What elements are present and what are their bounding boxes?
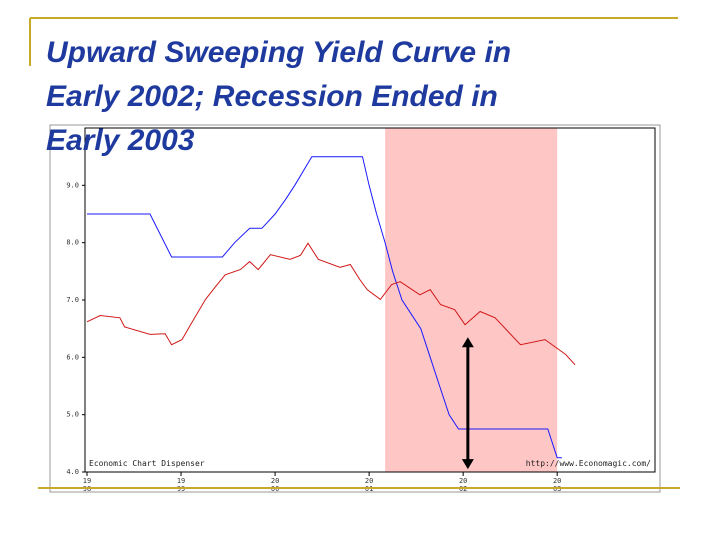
y-tick-label: 4.0	[66, 468, 79, 476]
y-tick-label: 9.0	[66, 181, 79, 189]
title-line: Early 2003	[46, 124, 195, 157]
x-tick-label: 2001	[365, 477, 373, 493]
plot: 4.0 5.0 6.0 7.0 8.0 9.0 1998 1999 2000 2001 2002 20…	[66, 127, 656, 493]
chart-frame	[49, 124, 661, 493]
arrow-head	[461, 337, 474, 348]
y-tick-label: 7.0	[66, 296, 79, 304]
recession-shade	[385, 128, 558, 472]
arrow-head	[461, 459, 474, 470]
y-tick-label: 5.0	[66, 411, 79, 419]
title-line: Early 2002; Recession Ended in	[46, 80, 498, 113]
x-tick-label: 1998	[83, 477, 91, 493]
x-tick-label: 2000	[271, 477, 279, 493]
series-line	[86, 242, 576, 366]
source-label: Economic Chart Dispenser	[89, 459, 205, 468]
x-tick-label: 1999	[177, 477, 185, 493]
title-line: Upward Sweeping Yield Curve in	[46, 36, 511, 69]
series-line	[87, 156, 562, 459]
source-label: http://www.Economagic.com/	[526, 459, 651, 468]
y-tick-label: 6.0	[66, 353, 79, 361]
x-tick-label: 2002	[459, 477, 467, 493]
x-tick-label: 2003	[553, 477, 561, 493]
y-tick-label: 8.0	[66, 239, 79, 247]
